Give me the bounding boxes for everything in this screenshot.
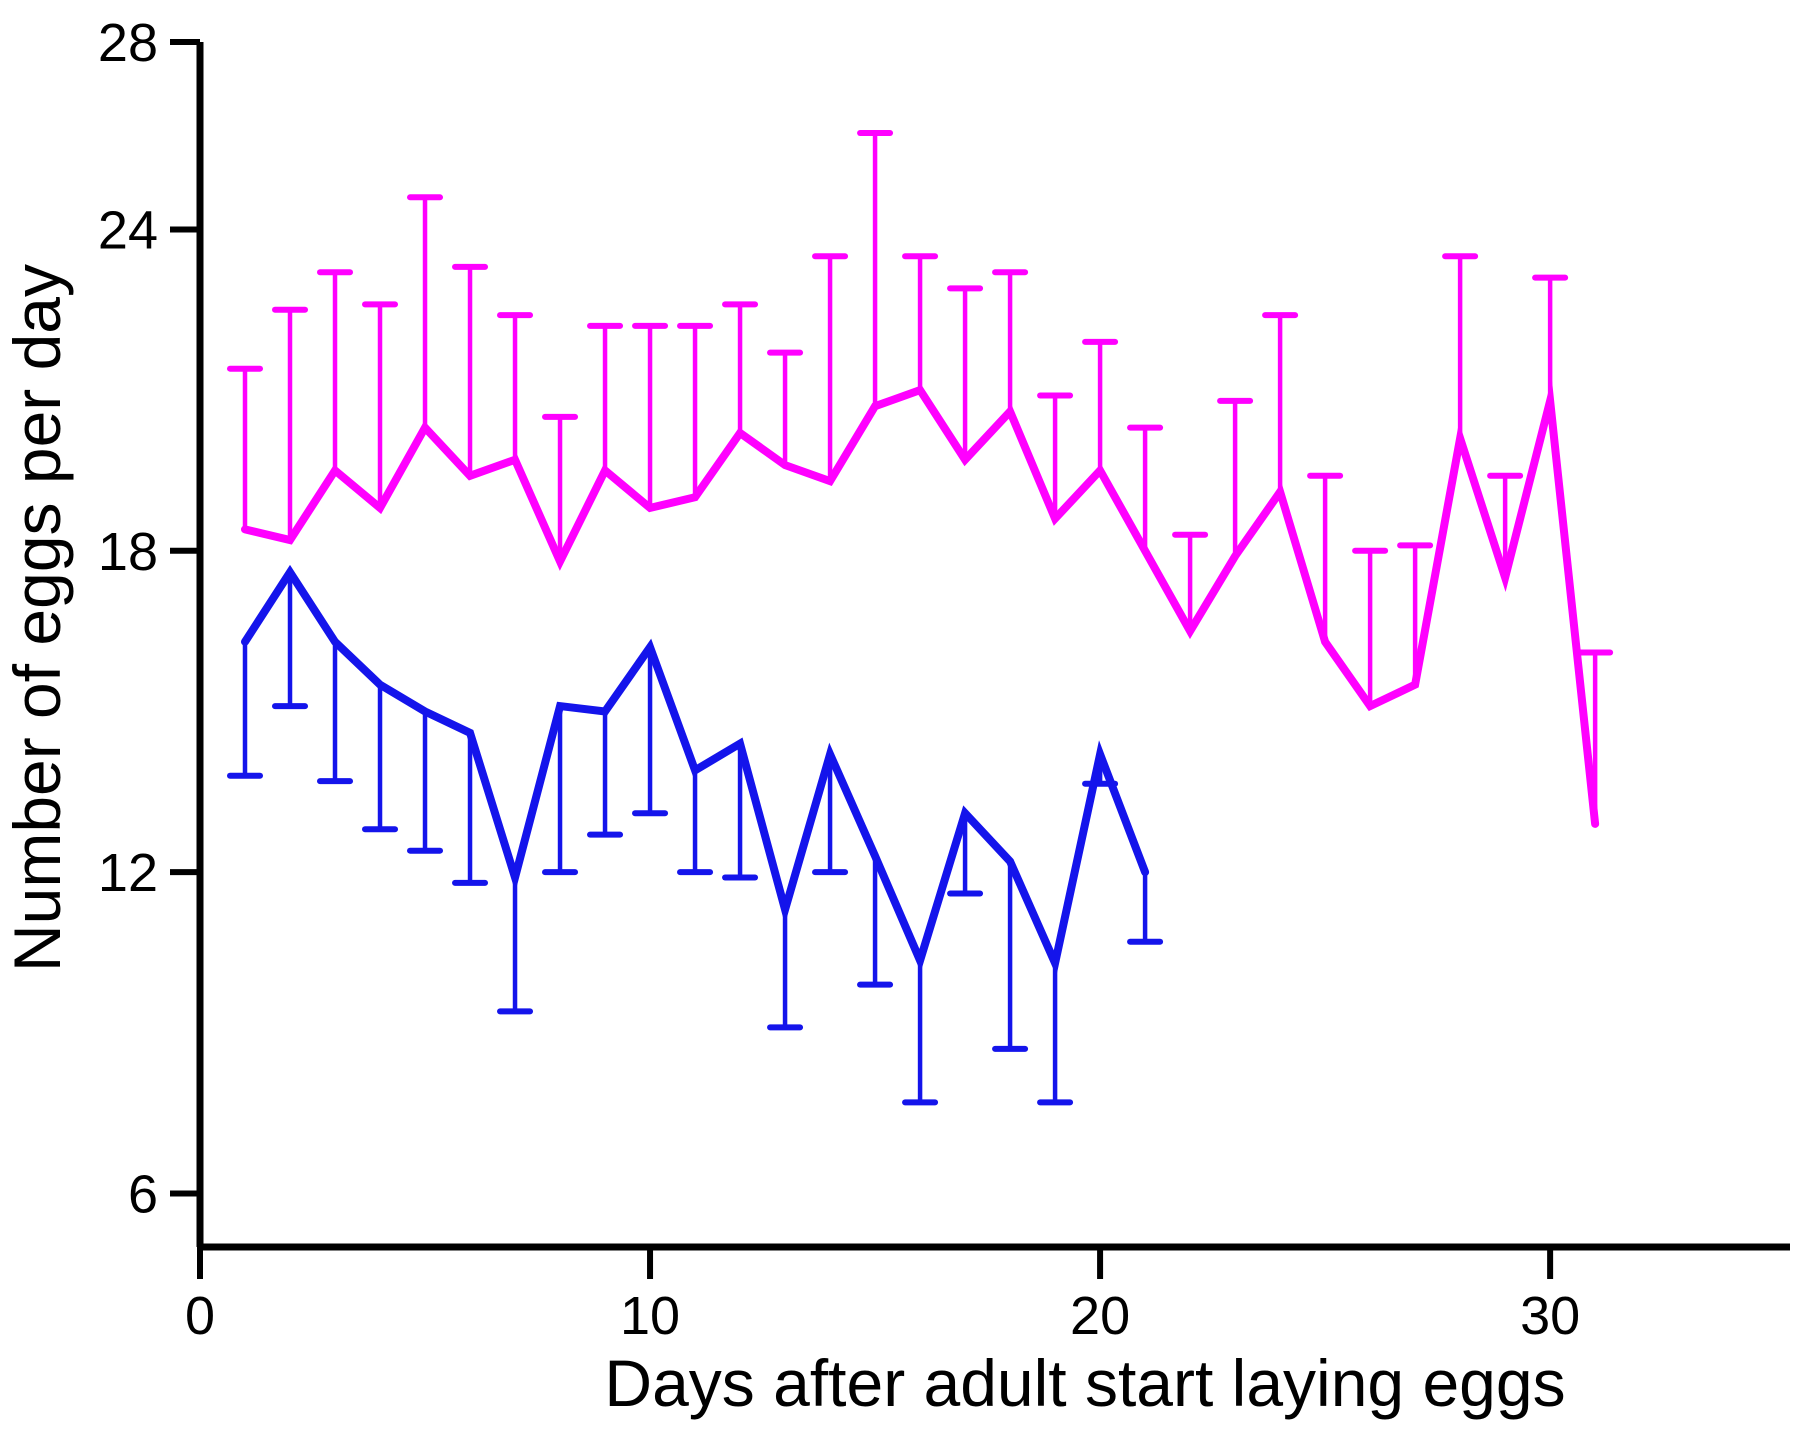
tick-layer xyxy=(170,39,1554,1279)
axes-layer xyxy=(196,42,1790,1251)
series-layer xyxy=(241,378,1600,977)
x-tick-label: 20 xyxy=(1070,1286,1130,1346)
y-tick-label: 28 xyxy=(98,13,158,73)
x-tick-label: 0 xyxy=(185,1286,215,1346)
y-tick-label: 18 xyxy=(98,522,158,582)
tick-label-layer: 6 12 18 24 28 0 10 20 30 xyxy=(98,13,1580,1346)
x-tick-label: 10 xyxy=(620,1286,680,1346)
x-axis-title: Days after adult start laying eggs xyxy=(604,1346,1565,1420)
treatment-blue-line xyxy=(241,564,1150,977)
y-tick-label: 12 xyxy=(98,843,158,903)
y-axis-title: Number of eggs per day xyxy=(0,264,74,972)
treatment-blue-error-bars xyxy=(227,572,1164,1106)
y-tick-label: 24 xyxy=(98,200,158,260)
x-tick-label: 30 xyxy=(1520,1286,1580,1346)
y-tick-label: 6 xyxy=(128,1164,158,1224)
treatment-magenta-line xyxy=(241,378,1600,828)
